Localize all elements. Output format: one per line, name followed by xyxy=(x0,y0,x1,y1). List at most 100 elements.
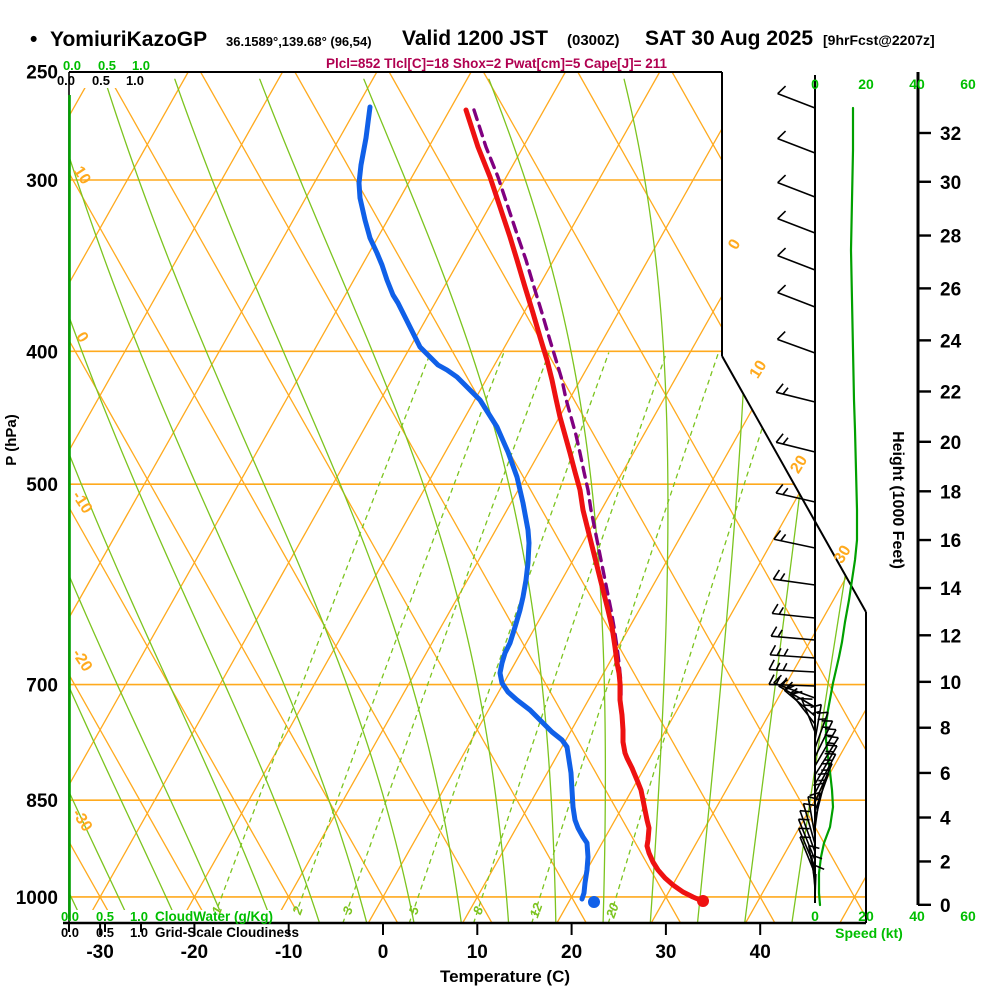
cloudwater-scale-bottom-2: 1.0 xyxy=(130,909,148,924)
mixing-ratio-line-2 xyxy=(292,352,505,923)
mixing-ratio-line-8 xyxy=(473,352,668,923)
cloudiness-scale-top-1: 0.5 xyxy=(92,73,110,88)
barb-feather xyxy=(782,487,789,496)
mixing-ratio-label-8: 8 xyxy=(470,904,487,917)
isotherm--40 xyxy=(69,72,472,923)
mixing-ratio-label-3: 3 xyxy=(339,904,356,917)
speed-tick-bottom-20: 20 xyxy=(858,908,874,924)
barb-feather xyxy=(824,752,836,755)
pressure-tick-label-250: 250 xyxy=(26,62,58,83)
moist-adiabat--10 xyxy=(69,78,274,923)
station-bullet: • xyxy=(30,28,38,51)
barb-feather xyxy=(813,782,825,787)
barb-feather xyxy=(784,684,792,691)
station-coordinates: 36.1589°,139.68° (96,54) xyxy=(226,34,372,49)
barb-stem xyxy=(814,792,821,829)
height-tick-label-12: 12 xyxy=(940,626,961,647)
wind-barb xyxy=(797,818,816,861)
wind-barb xyxy=(814,727,837,767)
barb-feather xyxy=(818,779,827,782)
valid-time-utc: (0300Z) xyxy=(567,32,620,49)
wind-barbs xyxy=(768,75,839,903)
height-tick-label-30: 30 xyxy=(940,173,961,194)
barb-feather xyxy=(803,802,815,807)
barb-stem xyxy=(790,693,816,725)
isotherm--30 xyxy=(84,72,566,923)
barb-feather xyxy=(775,383,784,393)
moist-adiabat-25 xyxy=(488,78,607,923)
barb-stem xyxy=(770,654,816,659)
barb-feather xyxy=(771,603,779,614)
barb-feather xyxy=(773,530,782,540)
temperature-surface-dot xyxy=(697,895,709,907)
speed-tick-top-60: 60 xyxy=(960,76,976,92)
barb-feather xyxy=(777,629,783,638)
dry-adiabat-100 xyxy=(860,72,866,923)
mixing-ratio-line-12 xyxy=(531,352,720,923)
cloudiness-scale-bottom-2: 1.0 xyxy=(130,925,148,940)
speed-tick-bottom-0: 0 xyxy=(811,908,819,924)
wind-barb xyxy=(814,735,839,776)
pressure-axis-title: P (hPa) xyxy=(3,414,20,465)
barb-stem xyxy=(814,712,829,749)
pressure-tick-label-700: 700 xyxy=(26,676,58,697)
mixing-ratio-label-20: 20 xyxy=(602,900,622,920)
barb-feather xyxy=(817,718,826,721)
wind-barb xyxy=(777,210,816,234)
mixing-ratio-line-20 xyxy=(607,352,788,923)
wind-barb xyxy=(777,247,816,271)
wind-barb xyxy=(777,174,816,198)
speed-tick-bottom-60: 60 xyxy=(960,908,976,924)
barb-feather xyxy=(778,606,785,615)
barb-stem xyxy=(807,796,816,837)
wind-barb xyxy=(768,659,816,673)
barb-feather xyxy=(807,795,819,801)
border-right-diagonal xyxy=(721,355,867,613)
dry-adiabat--10 xyxy=(69,72,304,923)
wind-barb xyxy=(799,809,816,853)
wind-barb xyxy=(810,703,823,741)
wind-barb xyxy=(809,791,821,829)
cloudwater-scale-top-0: 0.0 xyxy=(63,58,81,73)
barb-feather xyxy=(768,674,775,685)
wind-barb xyxy=(775,483,816,503)
mixing-ratio-line-1 xyxy=(211,352,432,923)
barb-feather xyxy=(779,572,786,581)
barb-feather xyxy=(824,734,833,737)
pressure-tick-label-1000: 1000 xyxy=(16,888,58,909)
wind-barb xyxy=(777,284,816,308)
speed-tick-bottom-40: 40 xyxy=(909,908,925,924)
height-tick-label-32: 32 xyxy=(940,124,961,145)
height-axis-title: Height (1000 Feet) xyxy=(889,431,906,569)
height-tick-label-6: 6 xyxy=(940,764,951,785)
barb-feather xyxy=(777,284,787,294)
barb-feather xyxy=(798,818,810,821)
barb-stem xyxy=(814,720,834,758)
height-tick-label-10: 10 xyxy=(940,673,961,694)
speed-tick-top-40: 40 xyxy=(909,76,925,92)
moist-adiabat--20 xyxy=(69,78,180,923)
isotherm-label-10: 10 xyxy=(747,357,771,381)
wind-barb xyxy=(814,744,838,785)
barb-feather xyxy=(772,569,781,580)
dry-adiabat-60 xyxy=(482,72,866,923)
pressure-tick-label-850: 850 xyxy=(26,791,58,812)
wind-barb xyxy=(807,795,819,837)
mixing-ratio-line-3 xyxy=(342,352,550,923)
scale-mask-bottom xyxy=(58,910,306,924)
barb-stem xyxy=(777,291,816,308)
barb-feather xyxy=(777,210,787,220)
station-name: YomiuriKazoGP xyxy=(50,28,208,51)
barb-feather xyxy=(801,697,813,700)
speed-tick-top-0: 0 xyxy=(811,76,819,92)
mixing-ratio-line-5 xyxy=(408,352,610,923)
cloudwater-scale-bottom-0: 0.0 xyxy=(61,909,79,924)
barb-stem xyxy=(799,810,816,853)
barb-feather xyxy=(811,854,823,860)
barb-feather xyxy=(808,844,820,850)
height-tick-label-24: 24 xyxy=(940,331,962,352)
barb-feather xyxy=(773,674,782,684)
wind-barb xyxy=(776,330,816,354)
temp-tick-label-20: 20 xyxy=(561,942,582,963)
